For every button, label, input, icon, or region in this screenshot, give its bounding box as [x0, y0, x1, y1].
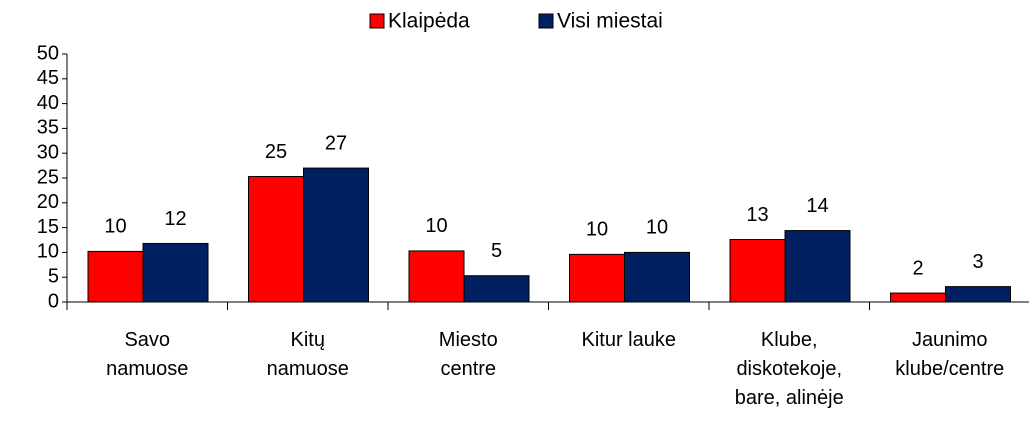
- value-label: 10: [104, 216, 126, 238]
- value-label: 5: [491, 240, 502, 262]
- y-tick-label: 10: [37, 241, 59, 263]
- y-tick-label: 50: [37, 42, 59, 64]
- x-tick-label: Kitų namuose: [266, 329, 349, 380]
- bar: [408, 250, 465, 303]
- legend-swatch: [369, 13, 385, 29]
- y-tick-label: 30: [37, 141, 59, 163]
- y-tick-label: 45: [37, 67, 59, 89]
- x-tick-label: Miesto centre: [438, 329, 498, 380]
- bar: [142, 242, 209, 303]
- bar: [87, 250, 144, 303]
- bar: [784, 230, 851, 303]
- value-label: 10: [586, 219, 608, 241]
- value-label: 2: [912, 257, 923, 279]
- x-tick-label: Klube, diskotekoje, bare, alinėje: [734, 329, 844, 409]
- y-tick-label: 25: [37, 166, 59, 188]
- bar: [463, 275, 530, 303]
- legend-swatch: [538, 13, 554, 29]
- y-tick-label: 15: [37, 216, 59, 238]
- bar: [624, 251, 690, 303]
- value-label: 25: [265, 141, 287, 163]
- y-tick-label: 20: [37, 191, 59, 213]
- x-tick-label: Jaunimo klube/centre: [895, 329, 1005, 380]
- legend-label: Klaipėda: [388, 10, 470, 33]
- x-tick-label: Savo namuose: [106, 329, 189, 380]
- bar: [569, 253, 625, 303]
- x-tick-label: Kitur lauke: [581, 329, 677, 351]
- value-label: 10: [425, 215, 447, 237]
- bar: [248, 176, 304, 303]
- value-label: 12: [164, 208, 186, 230]
- y-tick-label: 5: [48, 265, 59, 287]
- bar: [729, 239, 786, 303]
- value-label: 3: [972, 251, 983, 273]
- bar: [890, 292, 946, 303]
- value-label: 13: [746, 204, 768, 226]
- bar: [945, 286, 1011, 303]
- value-label: 14: [806, 195, 828, 217]
- y-tick-label: 35: [37, 117, 59, 139]
- y-tick-label: 0: [48, 290, 59, 312]
- value-label: 10: [646, 217, 668, 239]
- y-tick-label: 40: [37, 92, 59, 114]
- bar: [303, 167, 369, 303]
- legend-label: Visi miestai: [557, 10, 663, 33]
- value-label: 27: [325, 132, 347, 154]
